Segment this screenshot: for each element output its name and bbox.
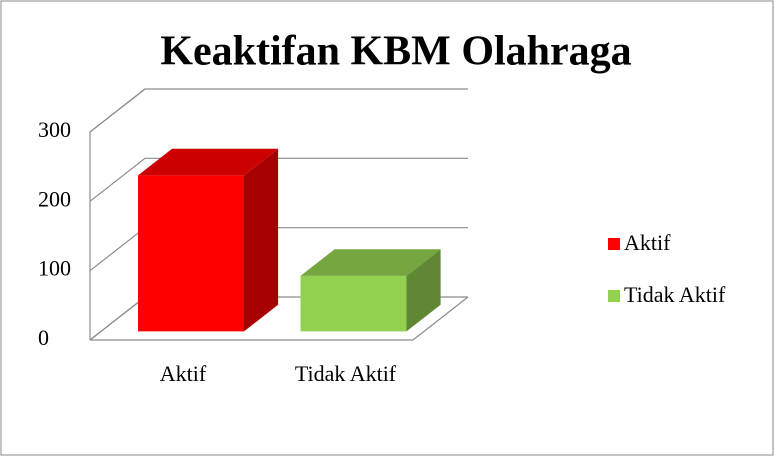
x-tick-label: Aktif [160,361,207,386]
y-tick-label: 200 [38,186,71,211]
bar-side [406,249,441,332]
floor [90,296,469,341]
bar [138,148,279,332]
bar [300,249,441,332]
y-tick-label: 100 [38,256,71,281]
bar-top [138,148,279,176]
bar-front [300,275,407,332]
legend-swatch [608,238,620,250]
bar-top [300,249,441,276]
bar-front [138,175,244,332]
chart-title: Keaktifan KBM Olahraga [160,29,631,75]
legend-swatch [608,290,620,302]
y-tick-label: 0 [38,325,49,350]
x-tick-label: Tidak Aktif [295,361,397,386]
legend-label: Tidak Aktif [624,282,726,307]
y-tick-label: 300 [38,117,71,142]
bar-side [244,148,279,332]
grid-line [89,88,468,133]
legend-label: Aktif [624,230,671,255]
grid-line [89,157,468,202]
